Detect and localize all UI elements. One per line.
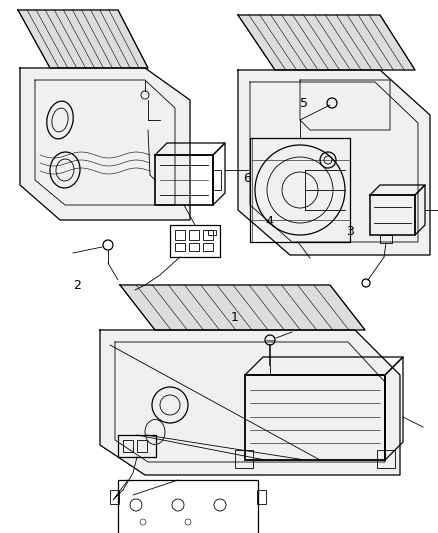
Polygon shape [100, 330, 400, 475]
Polygon shape [20, 68, 190, 220]
Bar [110, 490, 119, 504]
Bar [175, 230, 185, 240]
Text: 1: 1 [230, 311, 238, 324]
Text: 6: 6 [244, 172, 251, 185]
Bar [377, 450, 395, 468]
Bar [118, 435, 156, 457]
Bar [189, 230, 199, 240]
Bar [203, 230, 213, 240]
Bar [370, 195, 415, 235]
Bar [137, 440, 147, 452]
Polygon shape [120, 285, 365, 330]
Bar [213, 170, 221, 190]
Polygon shape [238, 70, 430, 255]
Bar [380, 235, 392, 243]
Bar [175, 243, 185, 251]
Bar [123, 440, 133, 452]
Text: 2: 2 [73, 279, 81, 292]
Bar [235, 450, 253, 468]
Bar [203, 243, 213, 251]
Bar [257, 490, 266, 504]
Bar [245, 375, 385, 460]
Bar [189, 243, 199, 251]
Bar [170, 225, 220, 257]
Bar [250, 138, 350, 242]
Bar [118, 480, 258, 533]
Text: 3: 3 [346, 225, 354, 238]
Bar [208, 230, 216, 235]
Polygon shape [18, 10, 148, 68]
Polygon shape [238, 15, 415, 70]
Text: 4: 4 [265, 215, 273, 228]
Text: 5: 5 [300, 98, 308, 110]
Bar [155, 155, 213, 205]
